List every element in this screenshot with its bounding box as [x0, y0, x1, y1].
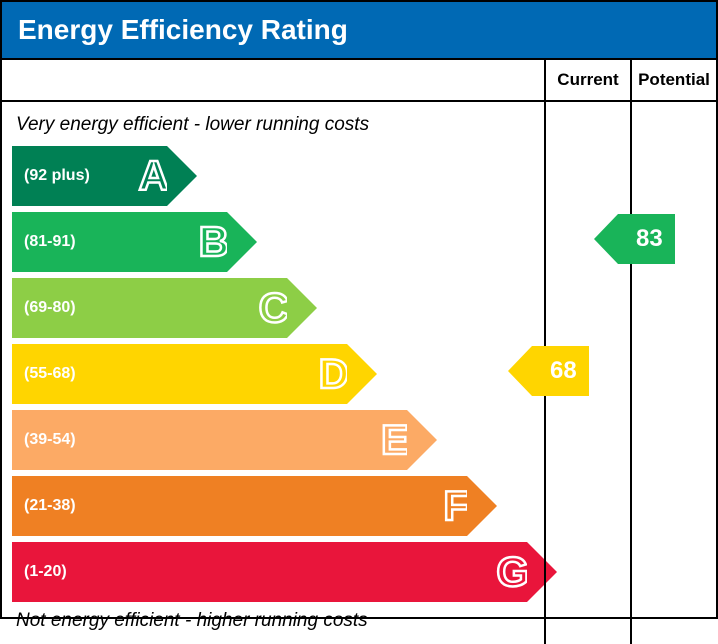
band-letter-c: C	[259, 284, 289, 332]
band-bar-f: (21-38) F	[12, 476, 467, 536]
band-range-b: (81-91)	[24, 233, 76, 251]
potential-value: 83	[636, 225, 663, 253]
band-range-d: (55-68)	[24, 365, 76, 383]
band-range-a: (92 plus)	[24, 167, 90, 185]
current-column: 68	[544, 102, 630, 644]
band-letter-d: D	[319, 350, 349, 398]
note-top: Very energy efficient - lower running co…	[16, 114, 534, 136]
band-letter-g: G	[496, 548, 529, 596]
header-potential: Potential	[630, 60, 716, 100]
header-current: Current	[544, 60, 630, 100]
band-letter-b: B	[199, 218, 229, 266]
band-bar-d: (55-68) D	[12, 344, 347, 404]
band-bar-e: (39-54) E	[12, 410, 407, 470]
header-row: Current Potential	[2, 58, 716, 102]
band-range-e: (39-54)	[24, 431, 76, 449]
chart-title: Energy Efficiency Rating	[18, 14, 348, 45]
band-letter-f: F	[443, 482, 469, 530]
bands-column: Very energy efficient - lower running co…	[2, 102, 544, 644]
band-range-f: (21-38)	[24, 497, 76, 515]
potential-marker: 83	[618, 214, 675, 264]
title-bar: Energy Efficiency Rating	[2, 2, 716, 58]
note-bottom: Not energy efficient - higher running co…	[16, 610, 534, 632]
body-row: Very energy efficient - lower running co…	[2, 102, 716, 644]
current-value: 68	[550, 357, 577, 385]
band-row-a: (92 plus) A	[12, 146, 534, 206]
potential-column: 83	[630, 102, 716, 644]
band-row-d: (55-68) D	[12, 344, 534, 404]
band-row-b: (81-91) B	[12, 212, 534, 272]
band-row-c: (69-80) C	[12, 278, 534, 338]
header-spacer	[2, 60, 544, 100]
band-bar-b: (81-91) B	[12, 212, 227, 272]
band-row-f: (21-38) F	[12, 476, 534, 536]
band-bar-g: (1-20) G	[12, 542, 527, 602]
band-range-c: (69-80)	[24, 299, 76, 317]
band-row-g: (1-20) G	[12, 542, 534, 602]
bands-list: (92 plus) A (81-91) B (69-80) C (55-68) D (39-54…	[12, 146, 534, 602]
band-range-g: (1-20)	[24, 563, 67, 581]
band-row-e: (39-54) E	[12, 410, 534, 470]
current-marker: 68	[532, 346, 589, 396]
band-bar-c: (69-80) C	[12, 278, 287, 338]
band-letter-a: A	[139, 152, 169, 200]
epc-chart: Energy Efficiency Rating Current Potenti…	[0, 0, 718, 619]
band-bar-a: (92 plus) A	[12, 146, 167, 206]
band-letter-e: E	[381, 416, 409, 464]
